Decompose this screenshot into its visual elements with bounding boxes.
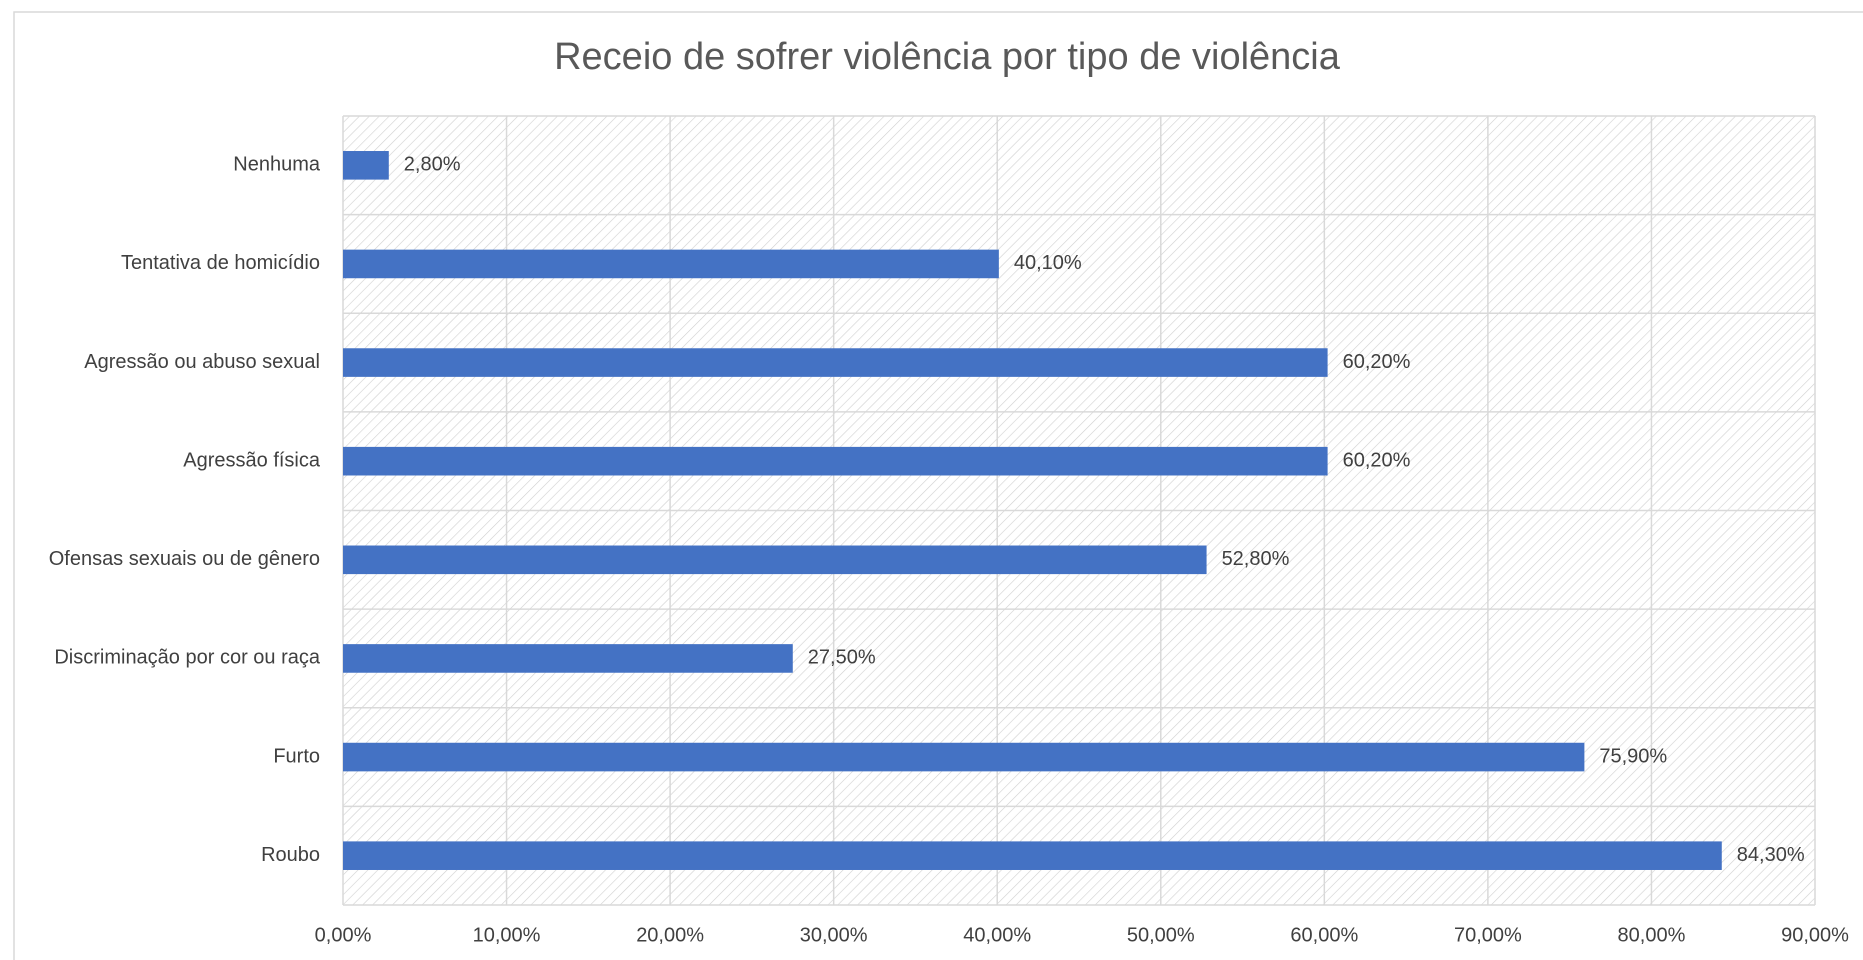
data-label: 84,30%	[1737, 844, 1805, 866]
y-tick-label: Furto	[273, 745, 320, 767]
x-tick-label: 40,00%	[963, 924, 1031, 946]
x-tick-label: 70,00%	[1454, 924, 1522, 946]
chart-border	[13, 11, 1863, 960]
x-tick-label: 60,00%	[1290, 924, 1358, 946]
y-tick-label: Agressão ou abuso sexual	[84, 351, 320, 373]
x-tick-label: 50,00%	[1127, 924, 1195, 946]
y-tick-label: Ofensas sexuais ou de gênero	[49, 548, 320, 570]
data-label: 2,80%	[404, 154, 461, 176]
x-tick-label: 20,00%	[636, 924, 704, 946]
y-tick-label: Tentativa de homicídio	[121, 252, 320, 274]
bar	[343, 446, 1328, 476]
data-label: 75,90%	[1599, 745, 1667, 767]
x-tick-label: 30,00%	[800, 924, 868, 946]
data-label: 60,20%	[1343, 351, 1411, 373]
bar	[343, 249, 999, 279]
bar	[343, 151, 389, 180]
y-tick-label: Agressão física	[183, 449, 321, 471]
y-tick-label: Roubo	[261, 844, 320, 866]
data-label: 40,10%	[1014, 252, 1082, 274]
bar	[343, 348, 1328, 377]
y-tick-label: Discriminação por cor ou raça	[54, 647, 321, 669]
x-tick-label: 10,00%	[473, 924, 541, 946]
bar	[343, 841, 1722, 870]
chart-title: Receio de sofrer violência por tipo de v…	[554, 36, 1341, 78]
data-label: 60,20%	[1343, 449, 1411, 471]
y-tick-label: Nenhuma	[233, 154, 321, 176]
data-label: 52,80%	[1222, 548, 1290, 570]
bar	[343, 644, 793, 673]
data-label: 27,50%	[808, 647, 876, 669]
x-tick-label: 0,00%	[315, 924, 372, 946]
x-tick-label: 80,00%	[1618, 924, 1686, 946]
bar	[343, 742, 1585, 772]
x-tick-label: 90,00%	[1781, 924, 1849, 946]
bar	[343, 545, 1207, 575]
